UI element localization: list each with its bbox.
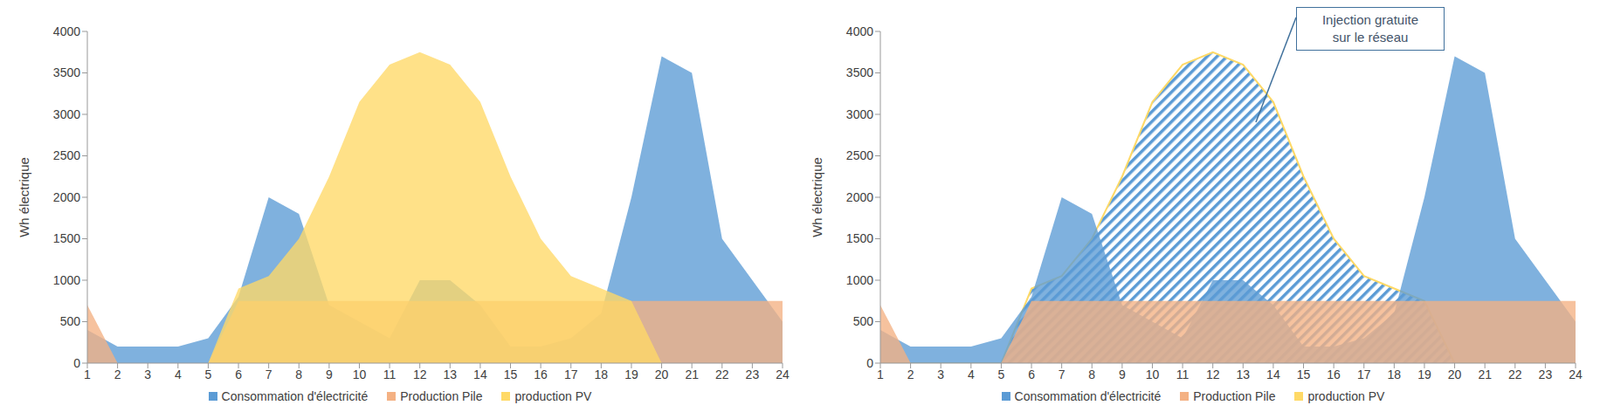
svg-text:9: 9 [325,367,333,382]
svg-text:14: 14 [1266,367,1281,382]
svg-text:21: 21 [684,367,699,382]
svg-text:20: 20 [655,367,669,382]
svg-text:18: 18 [594,367,609,382]
svg-text:Wh électrique: Wh électrique [16,157,32,238]
svg-text:3000: 3000 [53,107,81,122]
svg-text:19: 19 [1417,367,1432,382]
svg-text:1000: 1000 [846,273,874,288]
svg-text:2: 2 [114,367,122,382]
svg-text:8: 8 [1088,367,1096,382]
svg-text:500: 500 [60,314,82,329]
svg-text:10: 10 [1145,367,1160,382]
svg-text:8: 8 [295,367,303,382]
svg-text:3500: 3500 [53,65,81,80]
svg-text:17: 17 [1357,367,1372,382]
svg-text:9: 9 [1118,367,1126,382]
svg-text:16: 16 [1326,367,1341,382]
svg-text:1: 1 [876,367,884,382]
svg-text:1500: 1500 [846,231,874,246]
svg-text:6: 6 [1027,367,1035,382]
svg-text:20: 20 [1448,367,1463,382]
svg-text:0: 0 [73,356,81,371]
svg-text:22: 22 [1508,367,1523,382]
svg-text:2000: 2000 [846,190,874,205]
svg-text:3: 3 [937,367,945,382]
svg-text:12: 12 [413,367,428,382]
svg-text:16: 16 [533,367,548,382]
svg-text:2500: 2500 [53,148,81,163]
svg-text:5: 5 [205,367,213,382]
html-text:Production Pile: Production Pile [400,389,483,404]
svg-text:22: 22 [715,367,730,382]
svg-text:4: 4 [967,367,975,382]
svg-text:1: 1 [83,367,91,382]
svg-text:4000: 4000 [846,24,874,39]
svg-text:0: 0 [866,356,874,371]
html-text:Consommation d'électricité: Consommation d'électricité [1014,389,1161,404]
svg-text:24: 24 [775,367,790,382]
html-text:production PV: production PV [1307,389,1385,404]
svg-text:2500: 2500 [846,148,874,163]
svg-text:3500: 3500 [846,65,874,80]
svg-text:11: 11 [383,367,397,382]
svg-text:3000: 3000 [846,107,874,122]
svg-text:13: 13 [443,367,458,382]
svg-text:4: 4 [174,367,182,382]
svg-text:21: 21 [1477,367,1492,382]
svg-text:23: 23 [1538,367,1553,382]
svg-text:2000: 2000 [53,190,81,205]
svg-text:2: 2 [907,367,915,382]
html-text:Injection gratuite: Injection gratuite [1322,12,1419,28]
html-text:sur le réseau: sur le réseau [1332,29,1409,45]
svg-text:12: 12 [1206,367,1221,382]
svg-text:13: 13 [1236,367,1251,382]
svg-text:18: 18 [1387,367,1402,382]
svg-text:4000: 4000 [53,24,81,39]
svg-text:5: 5 [998,367,1006,382]
svg-text:6: 6 [234,367,242,382]
svg-text:10: 10 [352,367,367,382]
svg-text:11: 11 [1176,367,1190,382]
html-text:Production Pile: Production Pile [1193,389,1276,404]
svg-text:23: 23 [745,367,760,382]
svg-text:7: 7 [265,367,273,382]
svg-text:7: 7 [1058,367,1066,382]
svg-text:19: 19 [624,367,639,382]
html-text:Consommation d'électricité: Consommation d'électricité [221,389,368,404]
svg-text:14: 14 [473,367,488,382]
html-text:production PV: production PV [514,389,592,404]
svg-text:Wh électrique: Wh électrique [809,157,825,238]
svg-text:24: 24 [1568,367,1583,382]
svg-text:17: 17 [564,367,579,382]
svg-text:500: 500 [853,314,875,329]
svg-text:15: 15 [503,367,518,382]
svg-text:1500: 1500 [53,231,81,246]
svg-text:3: 3 [144,367,152,382]
svg-text:1000: 1000 [53,273,81,288]
svg-text:15: 15 [1296,367,1311,382]
